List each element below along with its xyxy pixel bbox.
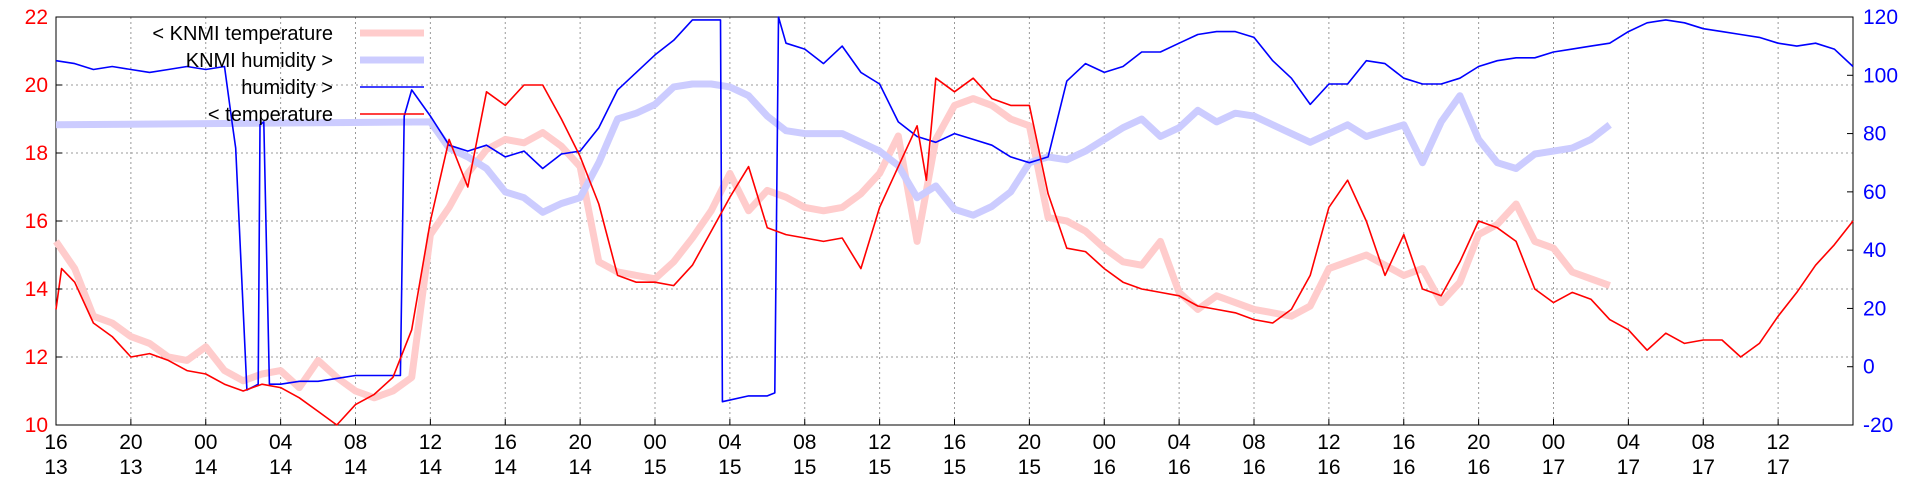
- x-tick-label-day: 15: [643, 456, 666, 479]
- legend-label: KNMI humidity >: [186, 50, 333, 72]
- x-tick-label-hour: 16: [1392, 431, 1415, 454]
- x-tick-label-day: 15: [793, 456, 816, 479]
- x-tick-label-hour: 20: [568, 431, 591, 454]
- series-line-temperature: [55, 77, 1854, 426]
- x-tick-label-day: 14: [269, 456, 293, 479]
- x-tick-label-hour: 00: [194, 431, 217, 454]
- x-tick-label-day: 14: [568, 456, 592, 479]
- legend-label: < temperature: [208, 104, 333, 126]
- x-tick-label-hour: 00: [1542, 431, 1565, 454]
- y-right-tick-label: -20: [1863, 414, 1893, 437]
- x-tick-label-day: 14: [419, 456, 443, 479]
- series-layer: [53, 16, 1854, 426]
- x-tick-label-day: 15: [718, 456, 741, 479]
- x-tick-label-hour: 20: [1467, 431, 1490, 454]
- y-right-tick-label: 40: [1863, 239, 1886, 262]
- series-line-knmi-temperature: [53, 95, 1611, 402]
- y-left-tick-label: 12: [25, 346, 48, 369]
- x-tick-label-hour: 04: [269, 431, 293, 454]
- x-tick-label-day: 17: [1542, 456, 1565, 479]
- y-left-tick-label: 10: [25, 414, 48, 437]
- x-tick-label-day: 16: [1242, 456, 1265, 479]
- x-tick-label-day: 17: [1766, 456, 1789, 479]
- x-tick-label-hour: 12: [868, 431, 891, 454]
- y-left-tick-label: 14: [25, 278, 49, 301]
- x-tick-label-hour: 16: [44, 431, 67, 454]
- left-axis: 10 12 14 16 18 20 22: [25, 6, 62, 437]
- legend: < KNMI temperature KNMI humidity > humidit…: [152, 23, 424, 126]
- x-tick-label-day: 14: [344, 456, 368, 479]
- legend-label: humidity >: [241, 77, 333, 99]
- x-tick-label-hour: 12: [1317, 431, 1340, 454]
- grid-lines: [55, 16, 1853, 426]
- x-tick-label-day: 16: [1317, 456, 1340, 479]
- x-tick-label-hour: 08: [344, 431, 367, 454]
- y-right-tick-label: 80: [1863, 123, 1886, 146]
- x-axis: 1613201300140414081412141614201400150415…: [44, 419, 1790, 479]
- x-tick-label-day: 15: [868, 456, 891, 479]
- y-left-tick-label: 16: [25, 210, 48, 233]
- x-tick-label-hour: 08: [1242, 431, 1265, 454]
- x-tick-label-hour: 16: [494, 431, 517, 454]
- x-tick-label-hour: 00: [643, 431, 666, 454]
- x-tick-label-day: 14: [194, 456, 218, 479]
- legend-label: < KNMI temperature: [152, 23, 333, 45]
- y-left-tick-label: 22: [25, 6, 48, 29]
- x-tick-label-hour: 12: [419, 431, 442, 454]
- x-tick-label-hour: 16: [943, 431, 966, 454]
- y-right-tick-label: 100: [1863, 64, 1898, 87]
- y-right-tick-label: 60: [1863, 181, 1886, 204]
- x-tick-label-hour: 12: [1766, 431, 1789, 454]
- series-line-knmi-humidity: [55, 80, 1612, 219]
- x-tick-label-day: 17: [1617, 456, 1640, 479]
- x-tick-label-hour: 08: [1692, 431, 1715, 454]
- x-tick-label-day: 16: [1093, 456, 1116, 479]
- x-tick-label-day: 16: [1167, 456, 1190, 479]
- x-tick-label-day: 16: [1467, 456, 1490, 479]
- right-axis: -20 0 20 40 60 80 100 120: [1847, 6, 1898, 437]
- y-right-tick-label: 20: [1863, 297, 1886, 320]
- x-tick-label-hour: 04: [718, 431, 742, 454]
- x-tick-label-day: 17: [1692, 456, 1715, 479]
- y-left-tick-label: 18: [25, 142, 48, 165]
- x-tick-label-hour: 08: [793, 431, 816, 454]
- y-right-tick-label: 0: [1863, 356, 1875, 379]
- x-tick-label-hour: 04: [1617, 431, 1641, 454]
- x-tick-label-hour: 04: [1167, 431, 1191, 454]
- x-tick-label-hour: 20: [1018, 431, 1041, 454]
- x-tick-label-hour: 00: [1093, 431, 1116, 454]
- x-tick-label-day: 14: [494, 456, 518, 479]
- x-tick-label-day: 13: [119, 456, 142, 479]
- x-tick-label-day: 15: [943, 456, 966, 479]
- x-tick-label-day: 15: [1018, 456, 1041, 479]
- x-tick-label-hour: 20: [119, 431, 142, 454]
- series-line-humidity: [55, 16, 1854, 403]
- y-left-tick-label: 20: [25, 74, 48, 97]
- x-tick-label-day: 16: [1392, 456, 1415, 479]
- y-right-tick-label: 120: [1863, 6, 1898, 29]
- x-tick-label-day: 13: [44, 456, 67, 479]
